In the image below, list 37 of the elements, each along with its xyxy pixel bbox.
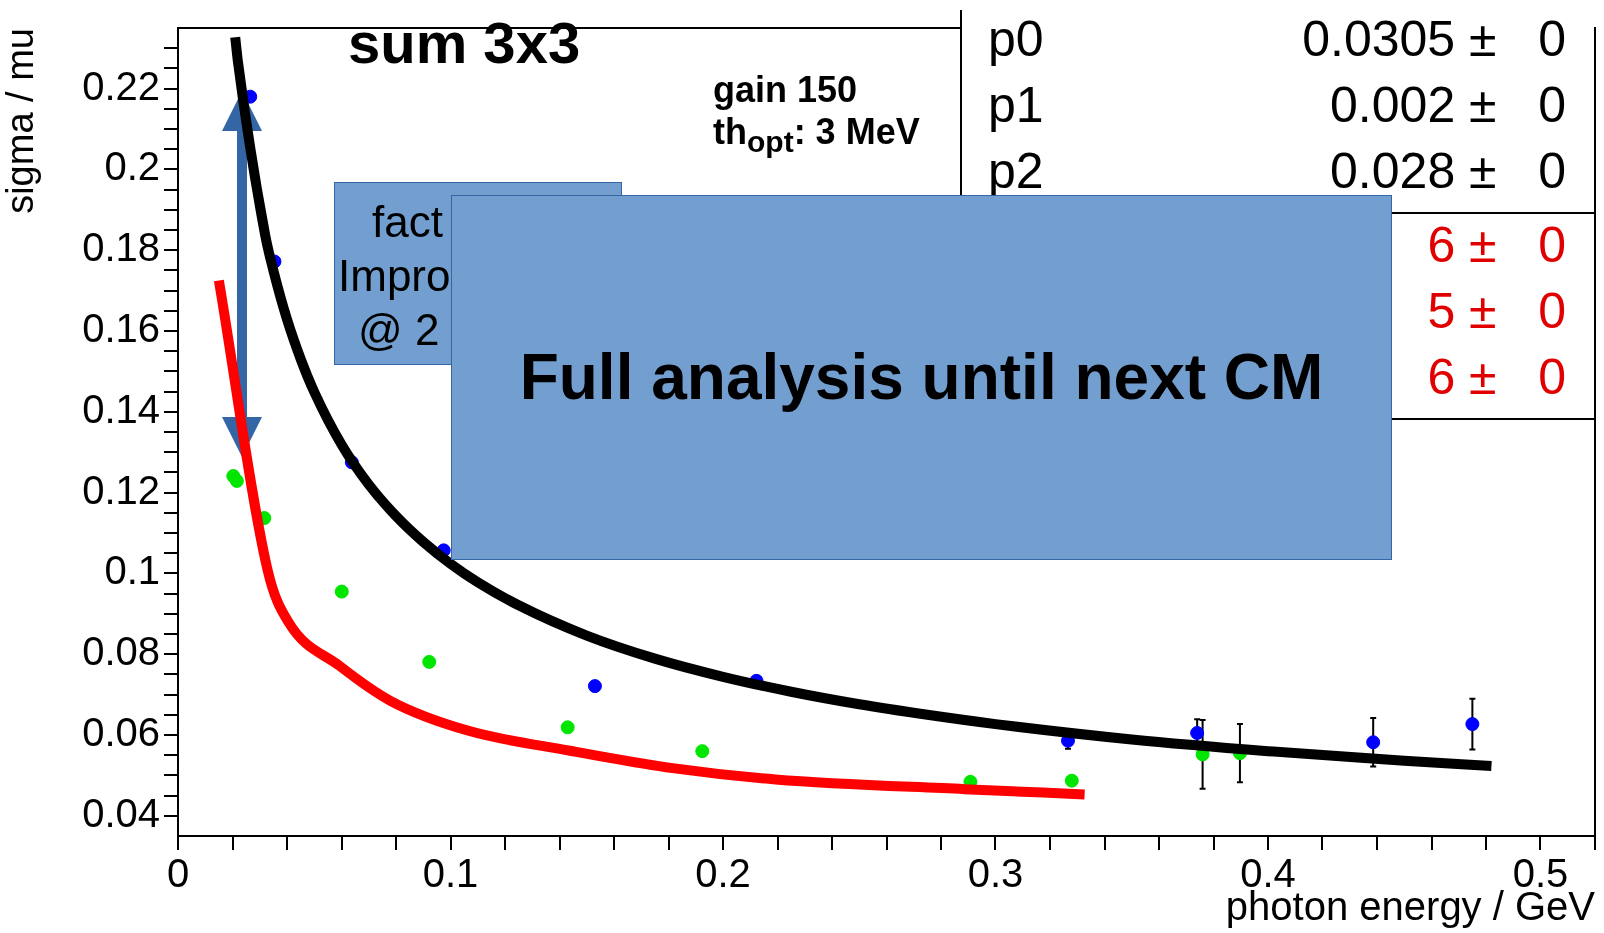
annotation: 6 ± 0 [1427,349,1566,405]
point [1366,735,1381,750]
point [587,679,602,694]
point [1064,773,1079,788]
y-tick-label: 0.08 [82,629,160,674]
point [560,720,575,735]
point [422,654,437,669]
point [334,584,349,599]
text: p0 0.0305 ± 0 [988,11,1566,67]
y-tick-label: 0.12 [82,467,160,512]
x-tick-label: 0.3 [967,851,1024,896]
y-tick-label: 0.1 [104,548,160,593]
text: p2 0.028 ± 0 [988,143,1566,199]
annotation: Impro [338,251,451,300]
y-tick-label: 0.2 [104,144,160,189]
point [1465,717,1480,732]
x-tick-label: 0 [166,851,190,896]
y-tick-label: 0.22 [82,63,160,108]
annotation: @ 2 [358,305,440,354]
annotation: gain 150 [713,69,858,110]
annotation: th$_{opt}$: 3 MeV [713,111,920,159]
point [229,473,244,488]
x-tick-label: 0.2 [695,851,751,896]
point [695,744,710,759]
text: p1 0.002 ± 0 [988,77,1566,133]
y-axis-title: sigma / mu [0,28,42,214]
annotation: fact [372,197,443,246]
annotation: 5 ± 0 [1427,283,1566,339]
y-tick-label: 0.04 [82,790,160,835]
y-tick-label: 0.18 [82,225,160,270]
x-tick-label: 0.1 [422,851,479,896]
annotation: 6 ± 0 [1427,217,1566,273]
y-tick-label: 0.16 [82,306,160,351]
point [1190,725,1205,740]
y-tick-label: 0.06 [82,710,160,755]
y-tick-label: 0.14 [82,386,160,431]
annotation: Full analysis until next CM [518,341,1325,413]
